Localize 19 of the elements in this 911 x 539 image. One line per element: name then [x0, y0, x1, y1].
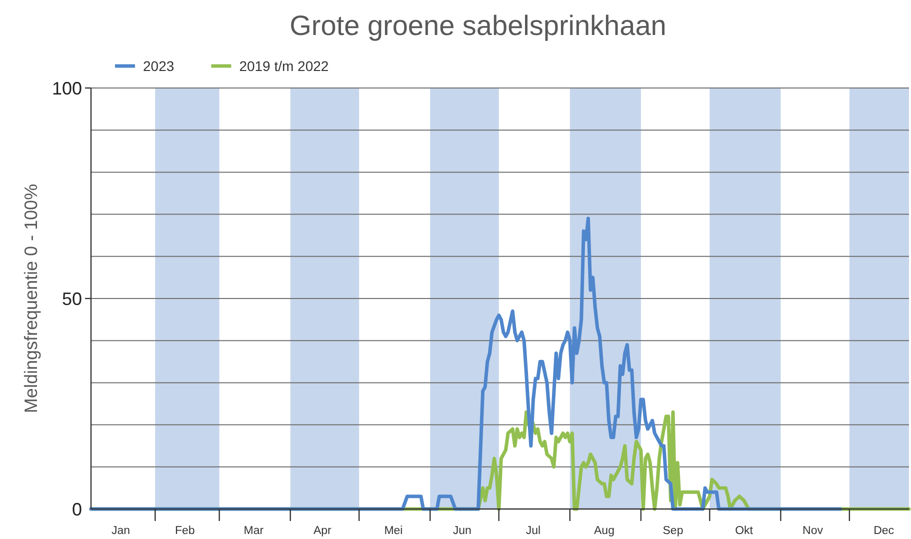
y-tick-label: 0 — [72, 500, 82, 520]
chart-title: Grote groene sabelsprinkhaan — [290, 10, 666, 41]
y-tick-label: 50 — [62, 289, 82, 309]
x-tick-label: Jan — [112, 525, 130, 537]
y-axis-title: Meldingsfrequentie 0 - 100% — [21, 184, 41, 414]
x-tick-label: Okt — [735, 525, 754, 537]
x-tick-label: Jun — [452, 525, 472, 537]
x-tick-label: Nov — [802, 525, 824, 537]
x-tick-label: Jul — [526, 525, 541, 537]
x-tick-label: Apr — [313, 525, 332, 537]
y-tick-label: 100 — [52, 78, 82, 98]
legend-label: 2019 t/m 2022 — [239, 58, 329, 74]
x-tick-label: Feb — [175, 525, 195, 537]
x-tick-label: Dec — [874, 525, 894, 537]
x-tick-label: Mar — [244, 525, 264, 537]
legend-label: 2023 — [143, 58, 174, 74]
x-tick-label: Aug — [594, 525, 614, 537]
x-tick-label: Sep — [662, 525, 684, 537]
x-tick-label: Mei — [384, 525, 403, 537]
